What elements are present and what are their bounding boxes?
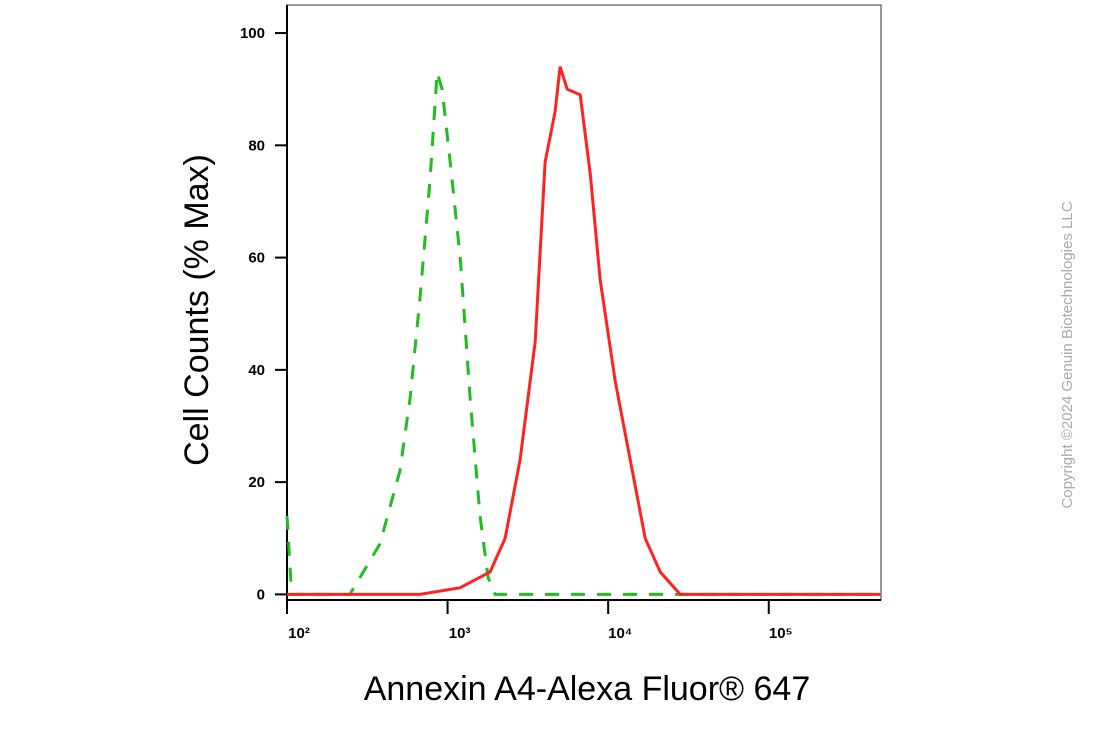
- y-tick-label: 0: [257, 586, 265, 603]
- series-line: [287, 66, 881, 596]
- series-line: [285, 71, 881, 596]
- y-tick-label: 20: [248, 474, 265, 491]
- x-tick-label: 10³: [449, 625, 471, 642]
- y-axis-title: Cell Counts (% Max): [178, 154, 216, 466]
- y-tick-label: 60: [248, 250, 265, 267]
- x-tick-label: 10⁵: [769, 625, 793, 642]
- x-axis-title: Annexin A4-Alexa Fluor® 647: [364, 670, 811, 708]
- watermark: Copyright ©2024 Genuin Biotechnologies L…: [1059, 201, 1076, 508]
- y-tick-label: 80: [248, 137, 265, 154]
- x-tick-label: 10⁴: [608, 625, 632, 642]
- y-tick-label: 40: [248, 362, 265, 379]
- x-tick-label: 10²: [288, 625, 310, 642]
- plot-frame: [286, 4, 882, 601]
- y-tick-label: 100: [240, 25, 265, 42]
